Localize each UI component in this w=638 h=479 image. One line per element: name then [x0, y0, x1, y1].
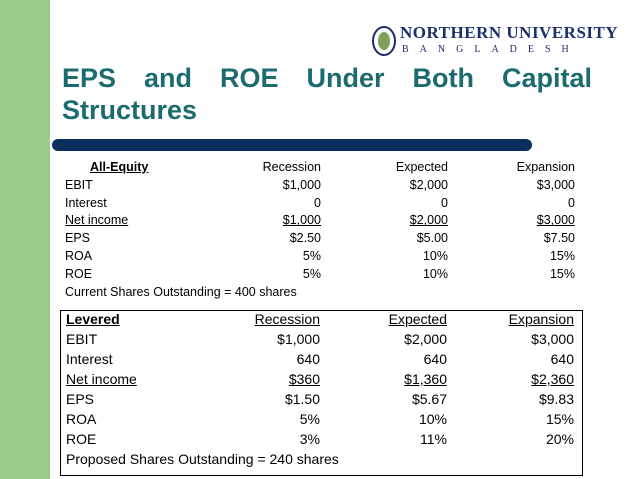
value-cell: $2,000	[409, 213, 448, 228]
table-row: Interest 0 0 0	[60, 196, 583, 214]
row-label: Interest	[66, 351, 113, 367]
value-cell: $9.83	[538, 391, 574, 407]
row-label: Interest	[65, 195, 107, 210]
value-cell: 0	[568, 195, 575, 210]
value-cell: 15%	[549, 248, 575, 263]
value-cell: 640	[550, 351, 574, 367]
header-row: Levered Recession Expected Expansion	[61, 311, 582, 331]
row-label: ROA	[66, 411, 97, 427]
row-label: ROE	[66, 431, 97, 447]
table-row: EPS $2.50 $5.00 $7.50	[60, 231, 583, 249]
side-strip	[0, 0, 50, 479]
table-row: ROA 5% 10% 15%	[61, 411, 582, 431]
table-row: ROA 5% 10% 15%	[60, 249, 583, 267]
header-row: All-Equity Recession Expected Expansion	[60, 160, 583, 178]
header-cell: Expansion	[508, 311, 574, 327]
header-cell: Recession	[262, 160, 321, 174]
row-label: ROA	[65, 248, 93, 263]
value-cell: $1,000	[277, 331, 320, 347]
value-cell: $3,000	[536, 213, 575, 228]
row-label: EPS	[66, 391, 95, 407]
table-row: Net income $1,000 $2,000 $3,000	[60, 213, 583, 231]
row-label: Net income	[65, 213, 129, 228]
value-cell: 5%	[299, 411, 320, 427]
value-cell: 5%	[302, 248, 321, 263]
value-cell: 0	[314, 195, 321, 210]
header-cell: Recession	[254, 311, 320, 327]
table-row: Net income $360 $1,360 $2,360	[61, 371, 582, 391]
value-cell: $1,000	[282, 177, 321, 192]
value-cell: 10%	[422, 266, 448, 281]
slide-title: EPS and ROE Under Both Capital Structure…	[62, 63, 592, 125]
header-cell: Expected	[388, 311, 447, 327]
row-label: EBIT	[66, 331, 98, 347]
value-cell: 20%	[545, 431, 574, 447]
header-cell: Levered	[66, 311, 120, 327]
value-cell: $2.50	[289, 231, 321, 246]
value-cell: 15%	[545, 411, 574, 427]
logo-country: BANGLADESH	[402, 44, 580, 55]
table-footer: Current Shares Outstanding = 400 shares	[65, 284, 297, 299]
value-cell: $1,360	[404, 371, 447, 387]
value-cell: $3,000	[531, 331, 574, 347]
table-row: ROE 3% 11% 20%	[61, 431, 582, 451]
title-bar	[52, 139, 532, 151]
table-row: EBIT $1,000 $2,000 $3,000	[60, 178, 583, 196]
logo-emblem	[372, 26, 396, 56]
row-label: EBIT	[65, 177, 93, 192]
value-cell: 15%	[549, 266, 575, 281]
value-cell: 10%	[422, 248, 448, 263]
footer-row: Current Shares Outstanding = 400 shares	[60, 285, 583, 303]
table-row: EPS $1.50 $5.67 $9.83	[61, 391, 582, 411]
value-cell: $1,000	[282, 213, 321, 228]
logo-name: NORTHERN UNIVERSITY	[400, 23, 619, 42]
value-cell: 10%	[418, 411, 447, 427]
value-cell: $1.50	[284, 391, 320, 407]
header-cell: Expected	[395, 160, 448, 174]
row-label: Net income	[66, 371, 137, 387]
table-row: EBIT $1,000 $2,000 $3,000	[61, 331, 582, 351]
value-cell: 5%	[302, 266, 321, 281]
table-row: ROE 5% 10% 15%	[60, 267, 583, 285]
value-cell: $3,000	[536, 177, 575, 192]
value-cell: 640	[423, 351, 447, 367]
value-cell: $2,360	[531, 371, 574, 387]
header-cell: Expansion	[516, 160, 575, 174]
value-cell: 11%	[420, 431, 447, 447]
table: Levered Recession Expected Expansion EBIT $1,…	[60, 310, 583, 476]
row-label: ROE	[65, 266, 93, 281]
value-cell: $5.00	[416, 231, 448, 246]
header-cell: All-Equity	[90, 160, 149, 174]
table: All-Equity Recession Expected Expansion EBIT…	[60, 160, 583, 302]
value-cell: 640	[296, 351, 320, 367]
table-footer: Proposed Shares Outstanding = 240 shares	[66, 451, 339, 467]
footer-row: Proposed Shares Outstanding = 240 shares	[61, 451, 582, 471]
value-cell: $7.50	[543, 231, 575, 246]
value-cell: $2,000	[404, 331, 447, 347]
value-cell: 3%	[299, 431, 320, 447]
table-row: Interest 640 640 640	[61, 351, 582, 371]
value-cell: $5.67	[411, 391, 447, 407]
row-label: EPS	[65, 231, 91, 246]
value-cell: $360	[288, 371, 320, 387]
value-cell: $2,000	[409, 177, 448, 192]
value-cell: 0	[441, 195, 448, 210]
